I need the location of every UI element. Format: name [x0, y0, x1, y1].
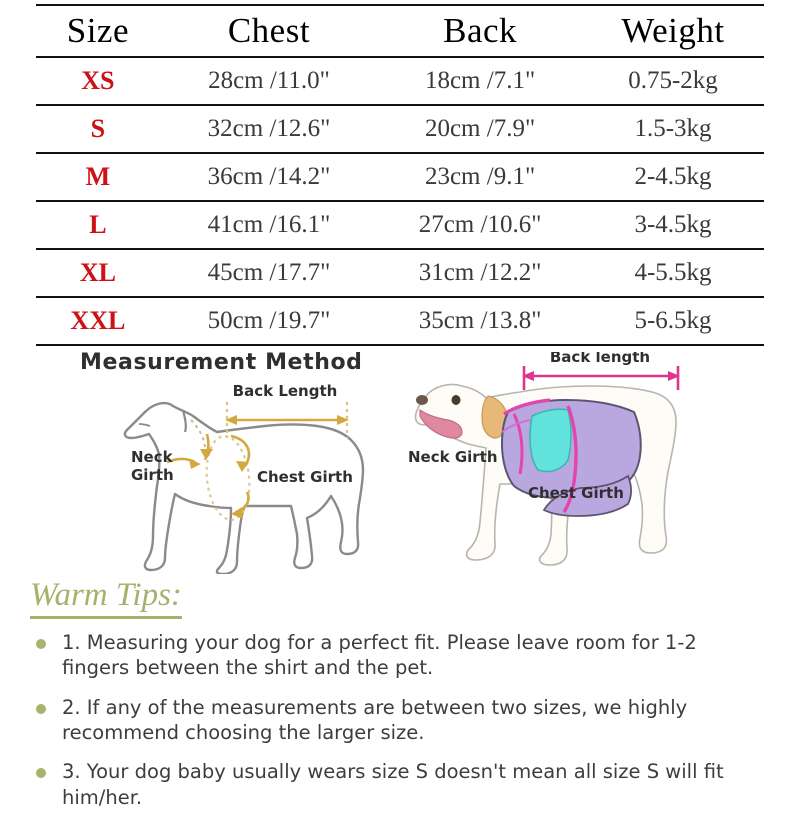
column-header-chest: Chest — [159, 4, 379, 58]
photo-label-chest-girth: Chest Girth — [528, 484, 624, 502]
cell-chest: 36cm /14.2" — [159, 152, 379, 202]
diagram-label-neck-girth-line2: Girth — [131, 466, 174, 484]
cell-back: 20cm /7.9" — [378, 104, 582, 154]
table-row: M 36cm /14.2" 23cm /9.1" 2-4.5kg — [36, 152, 764, 202]
column-header-back: Back — [378, 4, 582, 58]
diagram-label-back-length: Back Length — [233, 382, 338, 400]
cell-back: 27cm /10.6" — [378, 200, 582, 250]
warm-tips-list: 1. Measuring your dog for a perfect fit.… — [30, 630, 770, 824]
cell-chest: 28cm /11.0" — [159, 56, 379, 106]
cell-back: 18cm /7.1" — [378, 56, 582, 106]
cell-back: 35cm /13.8" — [378, 296, 582, 346]
bullet-icon — [36, 639, 46, 649]
dog-with-jacket-illustration: Back length Neck Girth Chest Girth — [408, 352, 680, 566]
bullet-icon — [36, 703, 46, 714]
list-item: 2. If any of the measurements are betwee… — [30, 695, 770, 746]
table-row: XS 28cm /11.0" 18cm /7.1" 0.75-2kg — [36, 56, 764, 106]
size-chart-table: Size Chest Back Weight XS 28cm /11.0" 18… — [36, 4, 764, 346]
cell-size: XXL — [36, 296, 160, 346]
warm-tips-heading: Warm Tips: — [30, 577, 182, 619]
photo-label-neck-girth: Neck Girth — [408, 448, 498, 466]
cell-chest: 41cm /16.1" — [159, 200, 379, 250]
dog-jacket-photo: Back length Neck Girth Chest Girth — [400, 352, 800, 577]
cell-weight: 5-6.5kg — [581, 296, 764, 346]
table-header: Size Chest Back Weight — [36, 4, 764, 58]
size-chart-table-container: Size Chest Back Weight XS 28cm /11.0" 18… — [36, 4, 764, 346]
table-row: XXL 50cm /19.7" 35cm /13.8" 5-6.5kg — [36, 296, 764, 346]
bullet-icon — [36, 768, 46, 779]
cell-weight: 3-4.5kg — [581, 200, 764, 250]
cell-size: M — [36, 152, 160, 202]
dog-outline-illustration: Back Length Neck Girth Chest Girth — [123, 382, 365, 574]
cell-back: 23cm /9.1" — [378, 152, 582, 202]
tip-text: 2. If any of the measurements are betwee… — [62, 695, 688, 745]
photo-label-back-length: Back length — [550, 352, 650, 366]
cell-weight: 2-4.5kg — [581, 152, 764, 202]
cell-size: S — [36, 104, 160, 154]
cell-weight: 4-5.5kg — [581, 248, 764, 298]
cell-size: L — [36, 200, 160, 250]
dog-nose — [416, 395, 428, 405]
cell-size: XL — [36, 248, 160, 298]
cell-chest: 45cm /17.7" — [159, 248, 379, 298]
cell-weight: 0.75-2kg — [581, 56, 764, 106]
cell-back: 31cm /12.2" — [378, 248, 582, 298]
column-header-weight: Weight — [581, 4, 764, 58]
table-row: S 32cm /12.6" 20cm /7.9" 1.5-3kg — [36, 104, 764, 154]
measurement-method-title: Measurement Method — [80, 350, 363, 375]
table-row: XL 45cm /17.7" 31cm /12.2" 4-5.5kg — [36, 248, 764, 298]
list-item: 3. Your dog baby usually wears size S do… — [30, 759, 770, 810]
cell-chest: 50cm /19.7" — [159, 296, 379, 346]
tip-text: 1. Measuring your dog for a perfect fit.… — [62, 631, 697, 680]
table-body: XS 28cm /11.0" 18cm /7.1" 0.75-2kg S 32c… — [36, 56, 764, 346]
cell-size: XS — [36, 56, 160, 106]
dog-tongue — [419, 408, 463, 439]
dog-outline-diagram: Back Length Neck Girth Chest Girth — [95, 374, 405, 574]
dog-ear — [481, 395, 509, 439]
jacket-chest-panel — [529, 408, 572, 473]
column-header-size: Size — [36, 4, 160, 58]
diagram-label-neck-girth-line1: Neck — [131, 448, 174, 466]
diagram-label-chest-girth: Chest Girth — [257, 468, 353, 486]
table-header-row: Size Chest Back Weight — [36, 4, 764, 58]
cell-weight: 1.5-3kg — [581, 104, 764, 154]
dog-eye — [451, 395, 461, 405]
cell-chest: 32cm /12.6" — [159, 104, 379, 154]
measurement-method-section: Measurement Method — [0, 346, 800, 578]
tip-text: 3. Your dog baby usually wears size S do… — [62, 760, 724, 809]
list-item: 1. Measuring your dog for a perfect fit.… — [30, 630, 770, 681]
table-row: L 41cm /16.1" 27cm /10.6" 3-4.5kg — [36, 200, 764, 250]
